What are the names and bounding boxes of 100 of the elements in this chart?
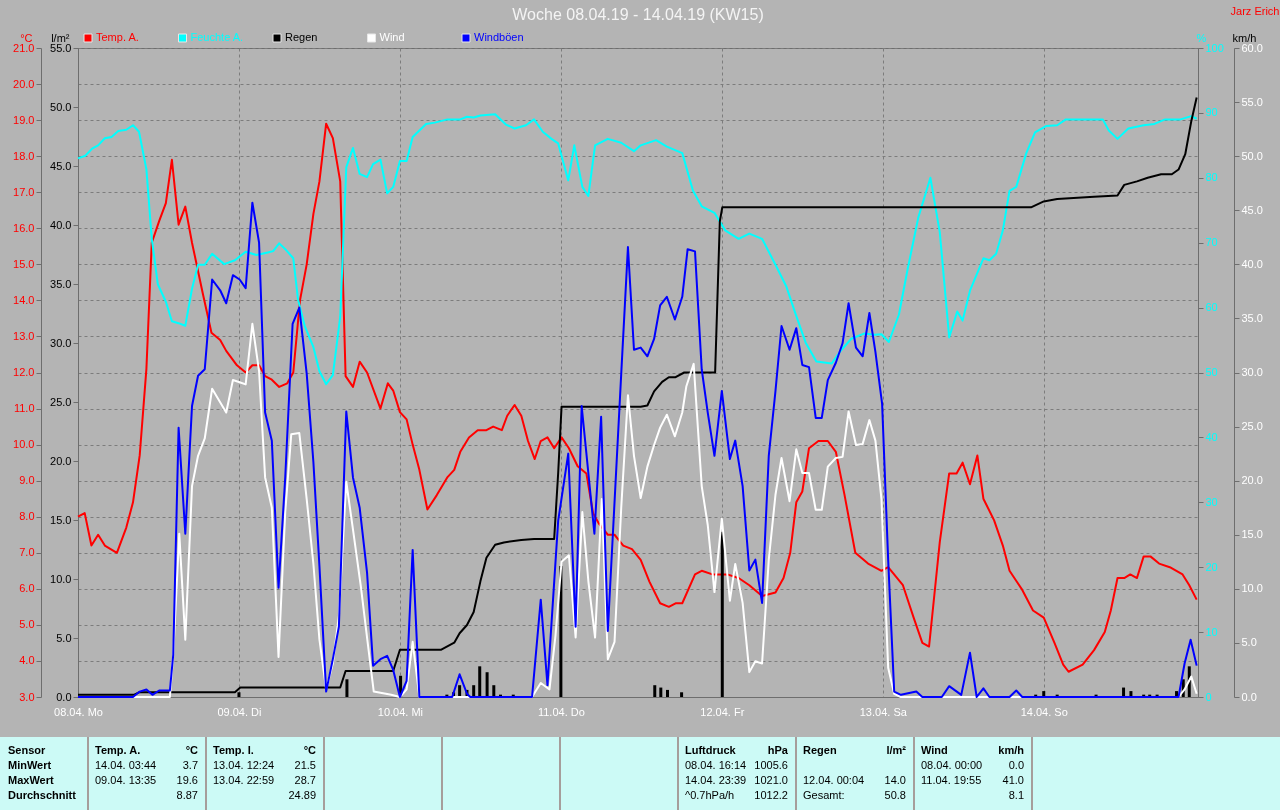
text: Temp. I. bbox=[213, 744, 254, 756]
text: Jarz Erich bbox=[1230, 5, 1280, 17]
text: 14.0 bbox=[884, 774, 906, 786]
text: km/h bbox=[998, 744, 1025, 756]
text: 08.04. 16:14 bbox=[685, 759, 747, 771]
text: 3.7 bbox=[182, 759, 198, 771]
y2-tick-label: 40.0 bbox=[50, 218, 72, 231]
y-tick-label: 20.0 bbox=[13, 77, 35, 90]
y2-tick-label: 15.0 bbox=[1241, 528, 1263, 541]
x-tick-label: 12.04. Fr bbox=[700, 705, 745, 718]
text: 12.04. 00:04 bbox=[803, 774, 865, 786]
text: 1012.2 bbox=[754, 789, 788, 801]
x-tick-label: 10.04. Mi bbox=[377, 705, 424, 718]
text: MinWert bbox=[8, 759, 52, 771]
text: 24.89 bbox=[288, 789, 316, 801]
y3-tick-label: 40 bbox=[1205, 430, 1218, 443]
text: 8.87 bbox=[176, 789, 198, 801]
y2-tick-label: 50.0 bbox=[50, 100, 72, 113]
y2-tick-label: 10.0 bbox=[1241, 582, 1263, 595]
text: 13.04. 12:24 bbox=[213, 759, 275, 771]
text: Durchschnitt bbox=[8, 789, 77, 801]
y2-tick-label: 30.0 bbox=[1241, 366, 1263, 378]
text: 08.04. 00:00 bbox=[921, 759, 983, 771]
text: Gesamt: bbox=[803, 789, 845, 801]
text: 50.8 bbox=[884, 789, 906, 801]
text: Sensor bbox=[8, 744, 47, 756]
y2-tick-label: 20.0 bbox=[1241, 474, 1263, 487]
y2-tick-label: 60.0 bbox=[1241, 41, 1263, 54]
y-tick-label: 19.0 bbox=[13, 113, 35, 126]
y-tick-label: 13.0 bbox=[13, 329, 35, 342]
legend-label: Wind bbox=[379, 31, 405, 43]
y2-tick-label: 55.0 bbox=[1241, 95, 1263, 108]
y3-tick-label: 10 bbox=[1205, 625, 1218, 638]
y2-tick-label: 40.0 bbox=[1241, 257, 1263, 270]
y2-tick-label: 45.0 bbox=[1241, 203, 1263, 216]
y-tick-label: 10.0 bbox=[13, 438, 35, 451]
y3-tick-label: 20 bbox=[1205, 560, 1218, 573]
y2-tick-label: 50.0 bbox=[1241, 149, 1263, 162]
text: 0.0 bbox=[1008, 759, 1024, 771]
x-tick-label: 09.04. Di bbox=[217, 705, 262, 718]
legend-label: Regen bbox=[285, 31, 318, 43]
y-tick-label: 21.0 bbox=[13, 41, 35, 54]
y3-tick-label: 90 bbox=[1205, 106, 1218, 119]
text: ^0.7hPa/h bbox=[685, 789, 735, 801]
y3-tick-label: 60 bbox=[1205, 301, 1218, 314]
text: hPa bbox=[767, 744, 789, 756]
y2-tick-label: 25.0 bbox=[50, 395, 72, 408]
text: 28.7 bbox=[294, 774, 316, 786]
y-tick-label: 14.0 bbox=[13, 293, 35, 306]
legend-label: Feuchte A. bbox=[190, 31, 244, 43]
y3-tick-label: 50 bbox=[1205, 366, 1218, 378]
y-tick-label: 15.0 bbox=[13, 257, 35, 270]
y-tick-label: 4.0 bbox=[19, 654, 35, 667]
text: Luftdruck bbox=[685, 744, 737, 756]
y-tick-label: 6.0 bbox=[19, 582, 35, 595]
text: Regen bbox=[803, 744, 837, 756]
y2-axis-title: km/h bbox=[1232, 31, 1257, 44]
y3-tick-label: 70 bbox=[1205, 236, 1218, 249]
text: Wind bbox=[921, 744, 948, 756]
legend-label: Windböen bbox=[474, 31, 524, 43]
y-tick-label: 5.0 bbox=[19, 618, 35, 631]
y2-tick-label: 15.0 bbox=[50, 513, 72, 526]
text: 8.1 bbox=[1008, 789, 1024, 801]
legend-label: Temp. A. bbox=[96, 31, 139, 43]
text: 1005.6 bbox=[754, 759, 788, 771]
text: 21.5 bbox=[294, 759, 316, 771]
y3-axis-title: % bbox=[1196, 31, 1207, 44]
chart-title: Woche 08.04.19 - 14.04.19 (KW15) bbox=[512, 6, 764, 23]
text: l/m² bbox=[886, 744, 907, 756]
y2-axis-title: l/m² bbox=[51, 31, 70, 44]
text: 13.04. 22:59 bbox=[213, 774, 275, 786]
y-tick-label: 11.0 bbox=[13, 402, 35, 415]
y2-tick-label: 5.0 bbox=[56, 631, 72, 644]
text: 14.04. 23:39 bbox=[685, 774, 747, 786]
text: °C bbox=[303, 744, 317, 756]
y2-tick-label: 30.0 bbox=[50, 336, 72, 349]
y3-tick-label: 100 bbox=[1205, 41, 1224, 54]
y-tick-label: 12.0 bbox=[13, 366, 35, 378]
y2-tick-label: 0.0 bbox=[56, 690, 72, 703]
text: 19.6 bbox=[176, 774, 198, 786]
y-tick-label: 8.0 bbox=[19, 510, 35, 523]
y3-tick-label: 80 bbox=[1205, 171, 1218, 184]
y2-tick-label: 10.0 bbox=[50, 572, 72, 585]
x-tick-label: 11.04. Do bbox=[537, 705, 585, 718]
y2-tick-label: 35.0 bbox=[1241, 311, 1263, 324]
y2-tick-label: 35.0 bbox=[50, 277, 72, 290]
x-tick-label: 08.04. Mo bbox=[54, 705, 103, 718]
y2-tick-label: 20.0 bbox=[50, 454, 72, 467]
y-axis-title: °C bbox=[20, 31, 33, 44]
x-tick-label: 13.04. Sa bbox=[859, 705, 908, 718]
y2-tick-label: 55.0 bbox=[50, 41, 72, 54]
y2-tick-label: 0.0 bbox=[1241, 690, 1257, 703]
y2-tick-label: 5.0 bbox=[1241, 636, 1257, 649]
text: 41.0 bbox=[1002, 774, 1024, 786]
text: 1021.0 bbox=[754, 774, 788, 786]
y-tick-label: 7.0 bbox=[19, 546, 35, 559]
text: Temp. A. bbox=[95, 744, 141, 756]
y-tick-label: 9.0 bbox=[19, 474, 35, 487]
text: °C bbox=[185, 744, 199, 756]
y3-tick-label: 0 bbox=[1205, 690, 1212, 703]
